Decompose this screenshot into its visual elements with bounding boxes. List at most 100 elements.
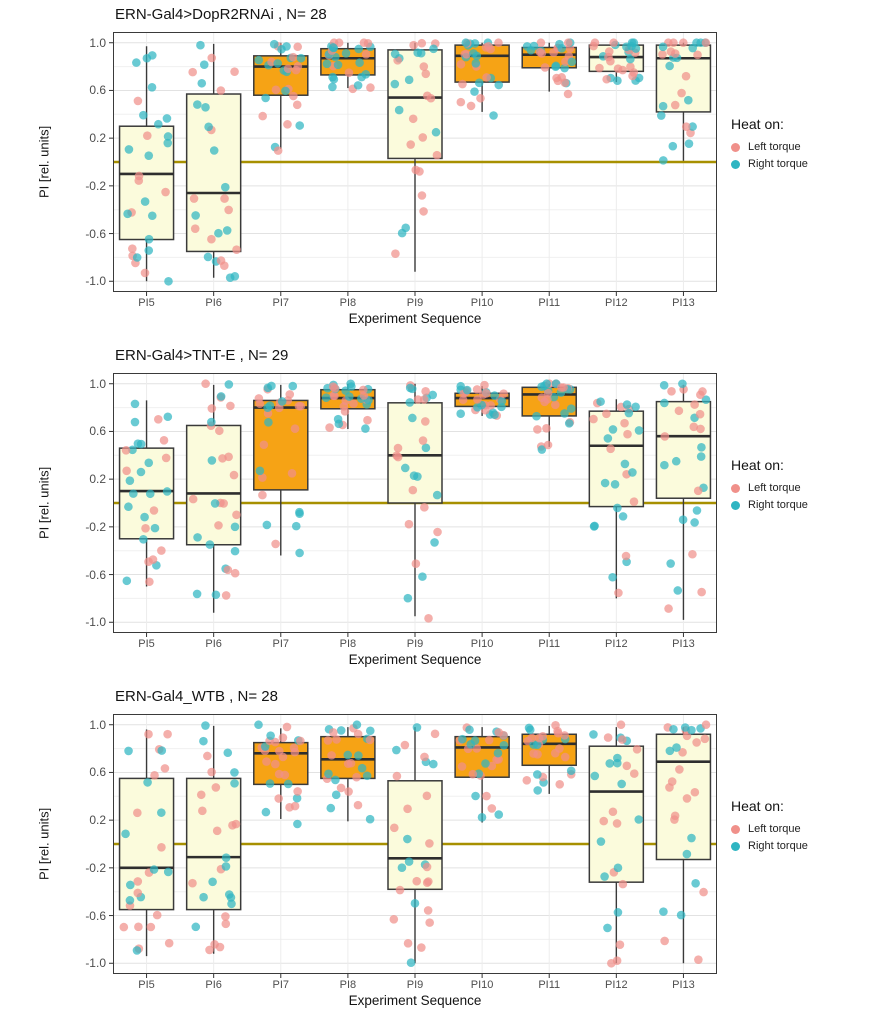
- data-point: [559, 383, 568, 392]
- data-point: [343, 759, 353, 769]
- data-point: [566, 766, 576, 776]
- data-point: [679, 38, 688, 48]
- data-point: [122, 466, 131, 476]
- data-point: [163, 867, 173, 877]
- data-point: [429, 759, 438, 769]
- data-point: [147, 211, 157, 221]
- data-point: [690, 400, 699, 409]
- data-point: [295, 548, 304, 558]
- data-point: [542, 379, 551, 389]
- data-point: [431, 127, 441, 137]
- data-point: [602, 409, 611, 419]
- data-point: [296, 53, 306, 63]
- data-point: [458, 79, 467, 89]
- x-axis-title: Experiment Sequence: [348, 652, 482, 667]
- data-point: [681, 122, 691, 131]
- data-point: [393, 56, 402, 65]
- data-point: [608, 572, 617, 582]
- y-tick-label: -0.2: [85, 178, 106, 193]
- x-tick-label-PI10: PI10: [470, 979, 494, 991]
- data-point: [214, 521, 223, 530]
- data-point: [336, 726, 346, 735]
- data-point: [560, 63, 569, 73]
- x-tick-label-PI7: PI7: [272, 297, 290, 309]
- data-point: [456, 59, 466, 69]
- data-point: [684, 95, 693, 105]
- y-axis-title: PI [rel. units]: [36, 466, 52, 540]
- data-point: [428, 390, 438, 400]
- data-point: [557, 73, 566, 82]
- data-point: [474, 78, 484, 88]
- data-point: [624, 408, 634, 418]
- data-point: [140, 268, 150, 278]
- data-point: [211, 590, 221, 600]
- data-point: [462, 385, 472, 395]
- data-point: [484, 735, 494, 745]
- data-point: [326, 803, 336, 813]
- data-point: [140, 512, 149, 522]
- y-tick-label: 0.2: [89, 472, 106, 487]
- data-point: [629, 38, 639, 48]
- data-point: [190, 224, 200, 233]
- legend: Heat on: Left torque Right torque: [731, 457, 883, 516]
- data-point: [265, 779, 275, 788]
- legend-item-left-torque: Left torque: [731, 482, 883, 494]
- data-point: [613, 76, 622, 85]
- data-point: [366, 83, 375, 92]
- data-point: [471, 791, 480, 801]
- data-point: [199, 60, 209, 69]
- x-axis-title: Experiment Sequence: [348, 311, 482, 326]
- data-point: [128, 244, 137, 253]
- data-point: [403, 834, 412, 844]
- data-point: [557, 43, 566, 53]
- data-point: [215, 426, 224, 436]
- data-point: [129, 489, 138, 498]
- data-point: [480, 380, 489, 390]
- data-point: [349, 399, 358, 408]
- data-point: [666, 47, 676, 56]
- data-point: [612, 956, 622, 966]
- data-point: [423, 906, 433, 915]
- y-tick-label: 0.6: [89, 765, 106, 780]
- data-point: [394, 105, 404, 115]
- data-point: [468, 769, 478, 779]
- x-tick-label-PI13: PI13: [672, 979, 695, 991]
- data-point: [281, 86, 290, 96]
- legend: Heat on: Left torque Right torque: [731, 798, 883, 857]
- data-point: [603, 733, 613, 742]
- data-point: [271, 759, 280, 769]
- data-point: [353, 729, 363, 739]
- data-point: [163, 138, 173, 148]
- x-axis-ticks: PI5 PI6 PI7 PI8 PI9 PI10 PI11 PI12 PI13: [113, 979, 717, 992]
- data-point: [560, 409, 569, 418]
- data-point: [283, 64, 293, 73]
- data-point: [267, 381, 276, 391]
- data-point: [392, 745, 401, 755]
- data-point: [397, 863, 407, 873]
- data-point: [290, 747, 300, 757]
- data-point: [613, 64, 623, 73]
- data-point: [254, 720, 263, 730]
- data-point: [671, 456, 681, 466]
- data-point: [121, 445, 131, 455]
- box-PI5: [118, 777, 175, 911]
- data-point: [669, 724, 678, 734]
- data-point: [230, 568, 240, 578]
- data-point: [361, 70, 371, 79]
- y-axis-ticks: 1.0 0.6 0.2 -0.2 -0.6 -1.0: [58, 32, 106, 292]
- data-point: [614, 588, 623, 598]
- data-point: [631, 402, 640, 412]
- data-point: [658, 101, 668, 111]
- plot-area: [109, 373, 717, 637]
- data-point: [421, 69, 431, 79]
- data-point: [149, 865, 159, 874]
- data-point: [153, 414, 163, 424]
- data-point: [622, 761, 632, 771]
- data-point: [209, 146, 219, 155]
- data-point: [163, 132, 173, 141]
- data-point: [141, 523, 150, 533]
- data-point: [432, 490, 442, 500]
- data-point: [616, 720, 626, 730]
- data-point: [543, 388, 553, 398]
- data-point: [265, 401, 275, 411]
